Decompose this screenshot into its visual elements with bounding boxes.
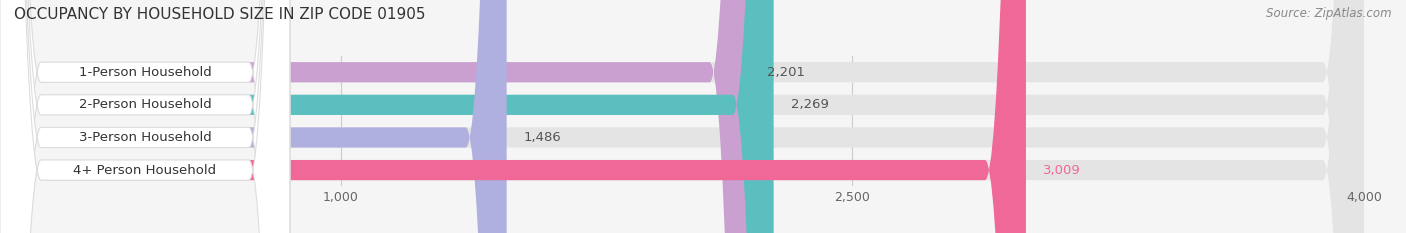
- Text: 4+ Person Household: 4+ Person Household: [73, 164, 217, 177]
- Text: 2,269: 2,269: [790, 98, 828, 111]
- Text: 1-Person Household: 1-Person Household: [79, 66, 211, 79]
- Text: Source: ZipAtlas.com: Source: ZipAtlas.com: [1267, 7, 1392, 20]
- FancyBboxPatch shape: [0, 0, 773, 233]
- FancyBboxPatch shape: [0, 0, 1364, 233]
- FancyBboxPatch shape: [0, 0, 290, 233]
- FancyBboxPatch shape: [0, 0, 290, 233]
- Text: 2,201: 2,201: [768, 66, 806, 79]
- Text: OCCUPANCY BY HOUSEHOLD SIZE IN ZIP CODE 01905: OCCUPANCY BY HOUSEHOLD SIZE IN ZIP CODE …: [14, 7, 426, 22]
- Text: 3,009: 3,009: [1043, 164, 1081, 177]
- Text: 2-Person Household: 2-Person Household: [79, 98, 211, 111]
- FancyBboxPatch shape: [0, 0, 1364, 233]
- FancyBboxPatch shape: [0, 0, 1364, 233]
- FancyBboxPatch shape: [0, 0, 751, 233]
- Text: 3-Person Household: 3-Person Household: [79, 131, 211, 144]
- FancyBboxPatch shape: [0, 0, 290, 233]
- FancyBboxPatch shape: [0, 0, 1026, 233]
- FancyBboxPatch shape: [0, 0, 506, 233]
- FancyBboxPatch shape: [0, 0, 1364, 233]
- Text: 1,486: 1,486: [523, 131, 561, 144]
- FancyBboxPatch shape: [0, 0, 290, 233]
